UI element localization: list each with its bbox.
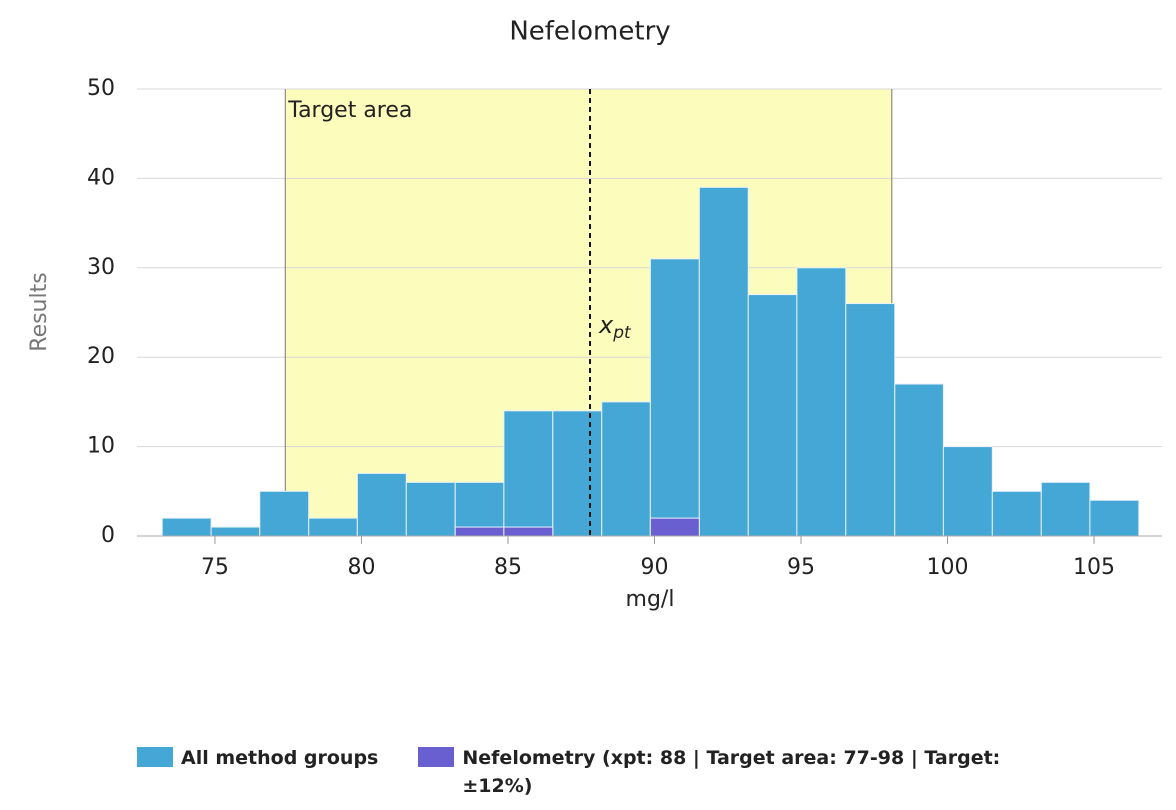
bar [601,401,651,537]
bar [405,481,456,537]
xpt-label: xpt [598,311,632,343]
bar [259,490,310,537]
bar [942,446,993,537]
bar [649,517,700,537]
x-tick-label: 100 [927,555,969,580]
bar [991,490,1042,537]
legend-item[interactable]: All method groups [137,744,378,800]
xpt-label-main: x [598,311,614,339]
bar [649,258,700,537]
y-tick-label: 40 [87,165,115,190]
target-area-label: Target area [287,98,412,123]
x-tick-label: 85 [494,555,522,580]
legend: All method groups Nefelometry (xpt: 88 | … [137,744,1022,800]
x-tick-label: 95 [787,555,815,580]
x-tick-label: 105 [1073,555,1115,580]
y-tick-label: 0 [101,523,115,548]
y-axis-label: Results [27,272,52,351]
bar [503,410,554,537]
y-tick-label: 10 [87,434,115,459]
chart: Nefelometry mg/l Results 0 10 20 30 40 50 Targ… [27,17,1162,612]
bar [161,517,212,537]
legend-swatch [137,747,173,767]
bar [552,410,603,537]
legend-swatch [418,747,455,767]
bar [308,517,358,537]
bar [454,526,505,537]
bar [845,303,896,537]
bar [1040,481,1091,537]
x-tick-label: 90 [640,555,668,580]
chart-title: Nefelometry [509,17,670,47]
bar [1089,499,1140,537]
y-tick-label: 30 [87,255,115,280]
x-axis-label: mg/l [626,587,675,612]
bar [698,186,749,537]
y-tick-label: 50 [87,76,115,101]
x-tick-label: 75 [201,555,229,580]
legend-label: All method groups [181,747,379,769]
legend-item[interactable]: Nefelometry (xpt: 88 | Target area: 77-9… [418,744,1022,800]
bar [796,267,847,537]
y-tick-label: 20 [87,344,115,369]
bar [894,383,944,537]
x-tick-label: 80 [347,555,375,580]
bar [356,472,407,537]
bar [747,294,798,537]
legend-label: Nefelometry (xpt: 88 | Target area: 77-9… [462,747,1001,797]
xpt-label-sub: pt [612,323,632,343]
bar [503,526,554,537]
bar [210,526,261,537]
